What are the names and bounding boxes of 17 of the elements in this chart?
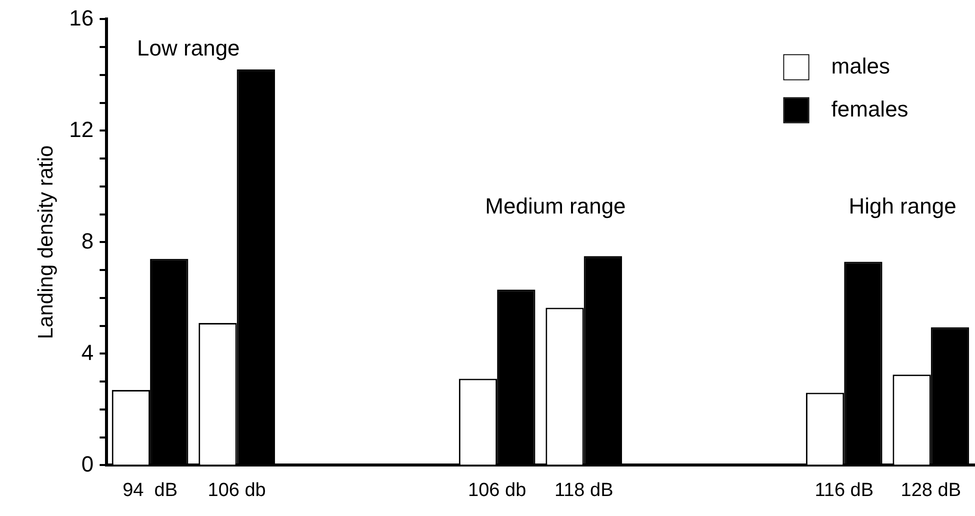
y-tick-label: 16 [69, 5, 94, 30]
y-tick-label: 8 [81, 228, 94, 254]
annotation: Low range [137, 35, 240, 60]
x-tick-label: 94 dB [122, 480, 178, 501]
annotation: Medium range [485, 193, 626, 218]
x-tick-label: 118 dB [554, 480, 614, 501]
legend-label: males [831, 53, 890, 78]
y-tick-label: 0 [81, 451, 94, 476]
x-tick-label: 116 dB [814, 480, 874, 501]
annotation: High range [848, 193, 956, 218]
x-tick-label: 106 db [208, 480, 266, 501]
y-tick-label: 4 [81, 340, 94, 365]
x-tick-label: 128 dB [900, 480, 962, 501]
y-tick-label: 12 [69, 116, 94, 142]
y-axis-title: Landing density ratio [34, 145, 58, 340]
x-tick-label: 106 db [468, 480, 526, 501]
legend-label: females [831, 96, 908, 122]
